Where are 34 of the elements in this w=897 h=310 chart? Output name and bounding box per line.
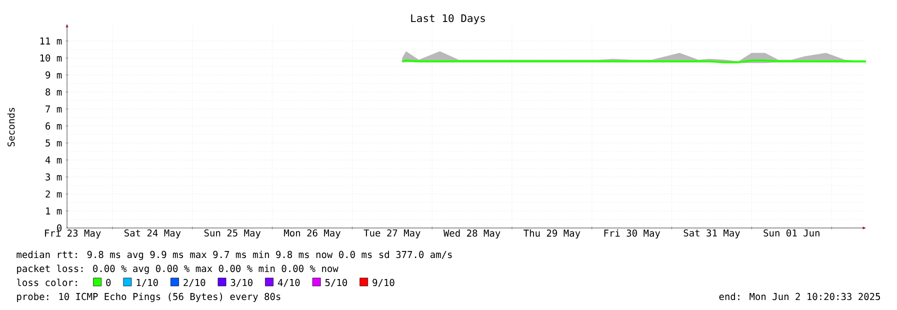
x-tick-label: Thu 29 May <box>524 229 580 239</box>
y-tick-label: 4 m <box>45 156 62 164</box>
y-tick-label: 3 m <box>46 173 62 181</box>
text: median rtt: 9.8 ms avg 9.9 ms max 9.7 ms min 9.8 ms now 0.0 ms sd 377.0 am/s <box>16 250 452 260</box>
legend-label: 3/10 <box>230 278 252 287</box>
y-tick-label: 5 m <box>46 139 62 147</box>
x-tick-label: Fri 30 May <box>604 229 660 239</box>
x-tick-label: Sun 01 Jun <box>764 229 820 237</box>
y-tick-label: 2 m <box>46 190 62 198</box>
legend-label: 4/10 <box>278 278 300 287</box>
y-tick-label: 9 m <box>46 71 62 79</box>
text: end: Mon Jun 2 10:20:33 2025 <box>719 292 880 300</box>
x-tick-label: Tue 27 May <box>364 229 420 238</box>
legend-label: 0 <box>106 278 111 286</box>
y-tick-label: 1 m <box>46 208 62 214</box>
x-tick-label: Sun 25 May <box>204 229 261 238</box>
legend-label: 5/10 <box>325 278 348 287</box>
y-tick-label: 10 m <box>40 54 62 62</box>
text: probe: 10 ICMP Echo Pings (56 Bytes) every 80s <box>17 292 280 302</box>
x-tick-label: Wed 28 May <box>443 229 500 239</box>
x-tick-label: Sat 31 May <box>684 229 740 238</box>
legend-label: 2/10 <box>184 278 206 287</box>
text: packet loss: 0.00 % avg 0.00 % max 0.00 % min 0.00 % now <box>17 264 338 274</box>
y-tick-label: 11 m <box>40 38 62 44</box>
x-tick-label: Sat 24 May <box>124 229 181 238</box>
x-tick-label: Mon 26 May <box>284 229 340 238</box>
y-tick-label: 8 m <box>46 88 62 96</box>
chart-title: Last 10 Days <box>411 14 485 24</box>
legend-label: 9/10 <box>372 278 394 287</box>
y-axis-title: Seconds <box>7 108 15 146</box>
y-tick-label: 7 m <box>46 106 62 112</box>
legend-label: 1/10 <box>136 278 158 287</box>
y-tick-label: 6 m <box>46 122 62 130</box>
legend-title: loss color: <box>16 278 77 286</box>
